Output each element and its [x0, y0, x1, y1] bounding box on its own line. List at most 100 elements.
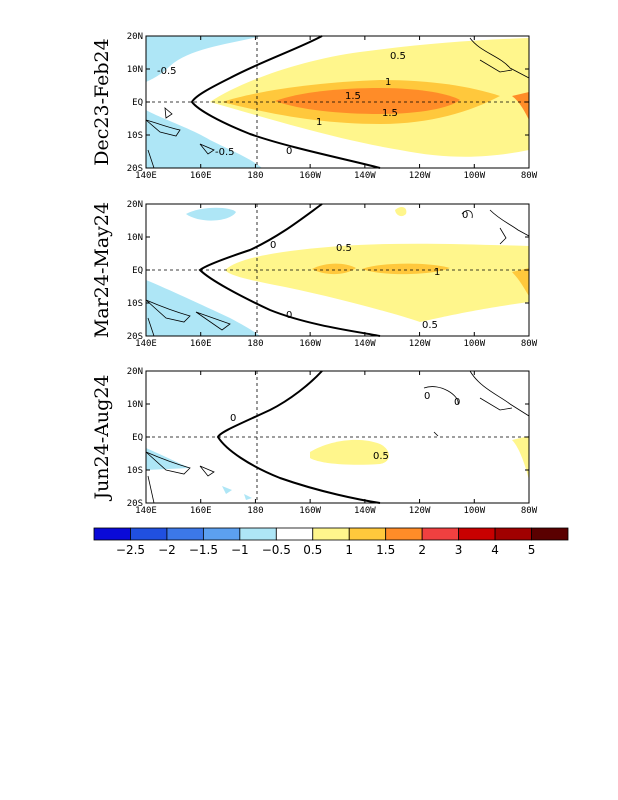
lon-tick-label: 140E	[135, 506, 157, 516]
panel-1: 0.5 1 1.5 1.5 1 0 -0.5 -0.5 Dec23-Feb24	[91, 35, 530, 169]
colorbar-swatch	[130, 527, 168, 541]
lon-tick-label: 140E	[135, 171, 157, 181]
contour-label: 0	[454, 397, 460, 408]
panel-title: Dec23-Feb24	[91, 38, 113, 165]
lon-tick-label: 80W	[521, 171, 538, 181]
contour-label: 0	[424, 391, 430, 402]
lat-tick-label: EQ	[132, 433, 143, 443]
lon-tick-label: 120W	[409, 171, 431, 181]
lon-tick-label: 140W	[354, 506, 376, 516]
positive-anomaly-area	[395, 207, 407, 217]
colorbar-swatch	[202, 527, 241, 541]
coastline	[145, 37, 530, 169]
positive-anomaly-area	[512, 436, 529, 480]
positive-anomaly-area	[512, 268, 529, 296]
lat-tick-label: 10N	[127, 65, 143, 75]
contour-label: 0	[286, 310, 292, 321]
lat-tick-label: 10S	[127, 299, 143, 309]
positive-anomaly-area	[275, 88, 460, 114]
panel-2: 0 0.5 1 0.5 0 0 Mar24-May24	[91, 202, 530, 338]
colorbar-swatch	[312, 527, 350, 541]
colorbar-label: 3	[455, 543, 463, 557]
contour-label: -0.5	[215, 147, 235, 158]
contour-label: 1.5	[345, 91, 361, 102]
colorbar-swatch	[239, 527, 277, 541]
contour-label: 0.5	[390, 51, 406, 62]
contour-label: 0	[230, 413, 236, 424]
lat-tick-label: 20S	[127, 499, 143, 509]
lat-tick-label: 10N	[127, 400, 143, 410]
lat-tick-label: 10S	[127, 466, 143, 476]
contour-label: 0.5	[336, 243, 352, 254]
colorbar-label: −0.5	[262, 543, 291, 557]
contour-label: -0.5	[157, 66, 177, 77]
coastline	[145, 370, 530, 504]
lon-tick-label: 160E	[190, 339, 212, 349]
lon-tick-label: 140W	[354, 171, 376, 181]
contour-label: 0.5	[373, 451, 389, 462]
positive-anomaly-area	[225, 243, 529, 322]
lat-tick-label: EQ	[132, 266, 143, 276]
colorbar-label: 2	[418, 543, 426, 557]
lon-tick-label: 160W	[299, 339, 321, 349]
panel-title: Mar24-May24	[91, 202, 113, 338]
colorbar-swatch	[421, 527, 460, 541]
contour-label: 0	[462, 210, 468, 221]
lat-tick-label: 20N	[127, 200, 143, 210]
colorbar-label: 4	[491, 543, 499, 557]
contour-label: 1	[434, 267, 440, 278]
colorbar-swatch	[531, 527, 569, 541]
negative-anomaly-area	[146, 110, 262, 168]
lon-tick-label: 120W	[409, 339, 431, 349]
axis-ticks: 140E 160E 180 160W 140W 120W 100W 80W20N10NEQ10…	[127, 32, 538, 516]
positive-anomaly-area	[512, 92, 529, 120]
lon-tick-label: 140E	[135, 339, 157, 349]
lon-tick-label: 140W	[354, 339, 376, 349]
lat-tick-label: 20N	[127, 367, 143, 377]
zero-contour	[190, 35, 381, 169]
lon-tick-label: 180	[247, 506, 263, 516]
panel-title: Jun24-Aug24	[91, 375, 113, 502]
lon-tick-label: 100W	[463, 339, 485, 349]
colorbar: −2.5 −2 −1.5 −1 −0.5 0.5 1 1.5 2 3 4 5	[93, 527, 569, 557]
lat-tick-label: 20S	[127, 332, 143, 342]
colorbar-swatch	[93, 527, 131, 541]
lon-tick-label: 80W	[521, 339, 538, 349]
lon-tick-label: 160E	[190, 506, 212, 516]
lat-tick-label: EQ	[132, 98, 143, 108]
contour-label: 1.5	[382, 108, 398, 119]
lon-tick-label: 120W	[409, 506, 431, 516]
lon-tick-label: 180	[247, 171, 263, 181]
colorbar-swatch	[348, 527, 387, 541]
lon-tick-label: 160W	[299, 506, 321, 516]
contour-label: 0	[270, 240, 276, 251]
colorbar-label: 1.5	[376, 543, 395, 557]
lon-tick-label: 180	[247, 339, 263, 349]
lat-tick-label: 10S	[127, 131, 143, 141]
zero-contour	[216, 370, 381, 504]
colorbar-label: 5	[528, 543, 536, 557]
colorbar-swatch	[458, 527, 496, 541]
positive-anomaly-area	[310, 439, 389, 465]
lon-tick-label: 100W	[463, 506, 485, 516]
colorbar-label: 0.5	[303, 543, 322, 557]
colorbar-label: −2.5	[116, 543, 145, 557]
positive-anomaly-area	[312, 263, 356, 275]
zero-contour	[198, 203, 381, 337]
coastline	[145, 209, 530, 337]
colorbar-swatch	[166, 527, 204, 541]
colorbar-swatch	[494, 527, 532, 541]
lon-tick-label: 100W	[463, 171, 485, 181]
contour-label: 0	[286, 146, 292, 157]
positive-anomaly-area	[362, 263, 450, 275]
contour-label: 1	[385, 77, 391, 88]
negative-anomaly-area	[146, 36, 262, 82]
contour-label: 1	[316, 117, 322, 128]
panel-3: 0 0 0 0.5 Jun24-Aug24	[91, 370, 530, 504]
colorbar-label: −1.5	[189, 543, 218, 557]
lat-tick-label: 20N	[127, 32, 143, 42]
negative-anomaly-area	[186, 207, 236, 221]
negative-anomaly-area	[222, 486, 252, 500]
lon-tick-label: 160W	[299, 171, 321, 181]
